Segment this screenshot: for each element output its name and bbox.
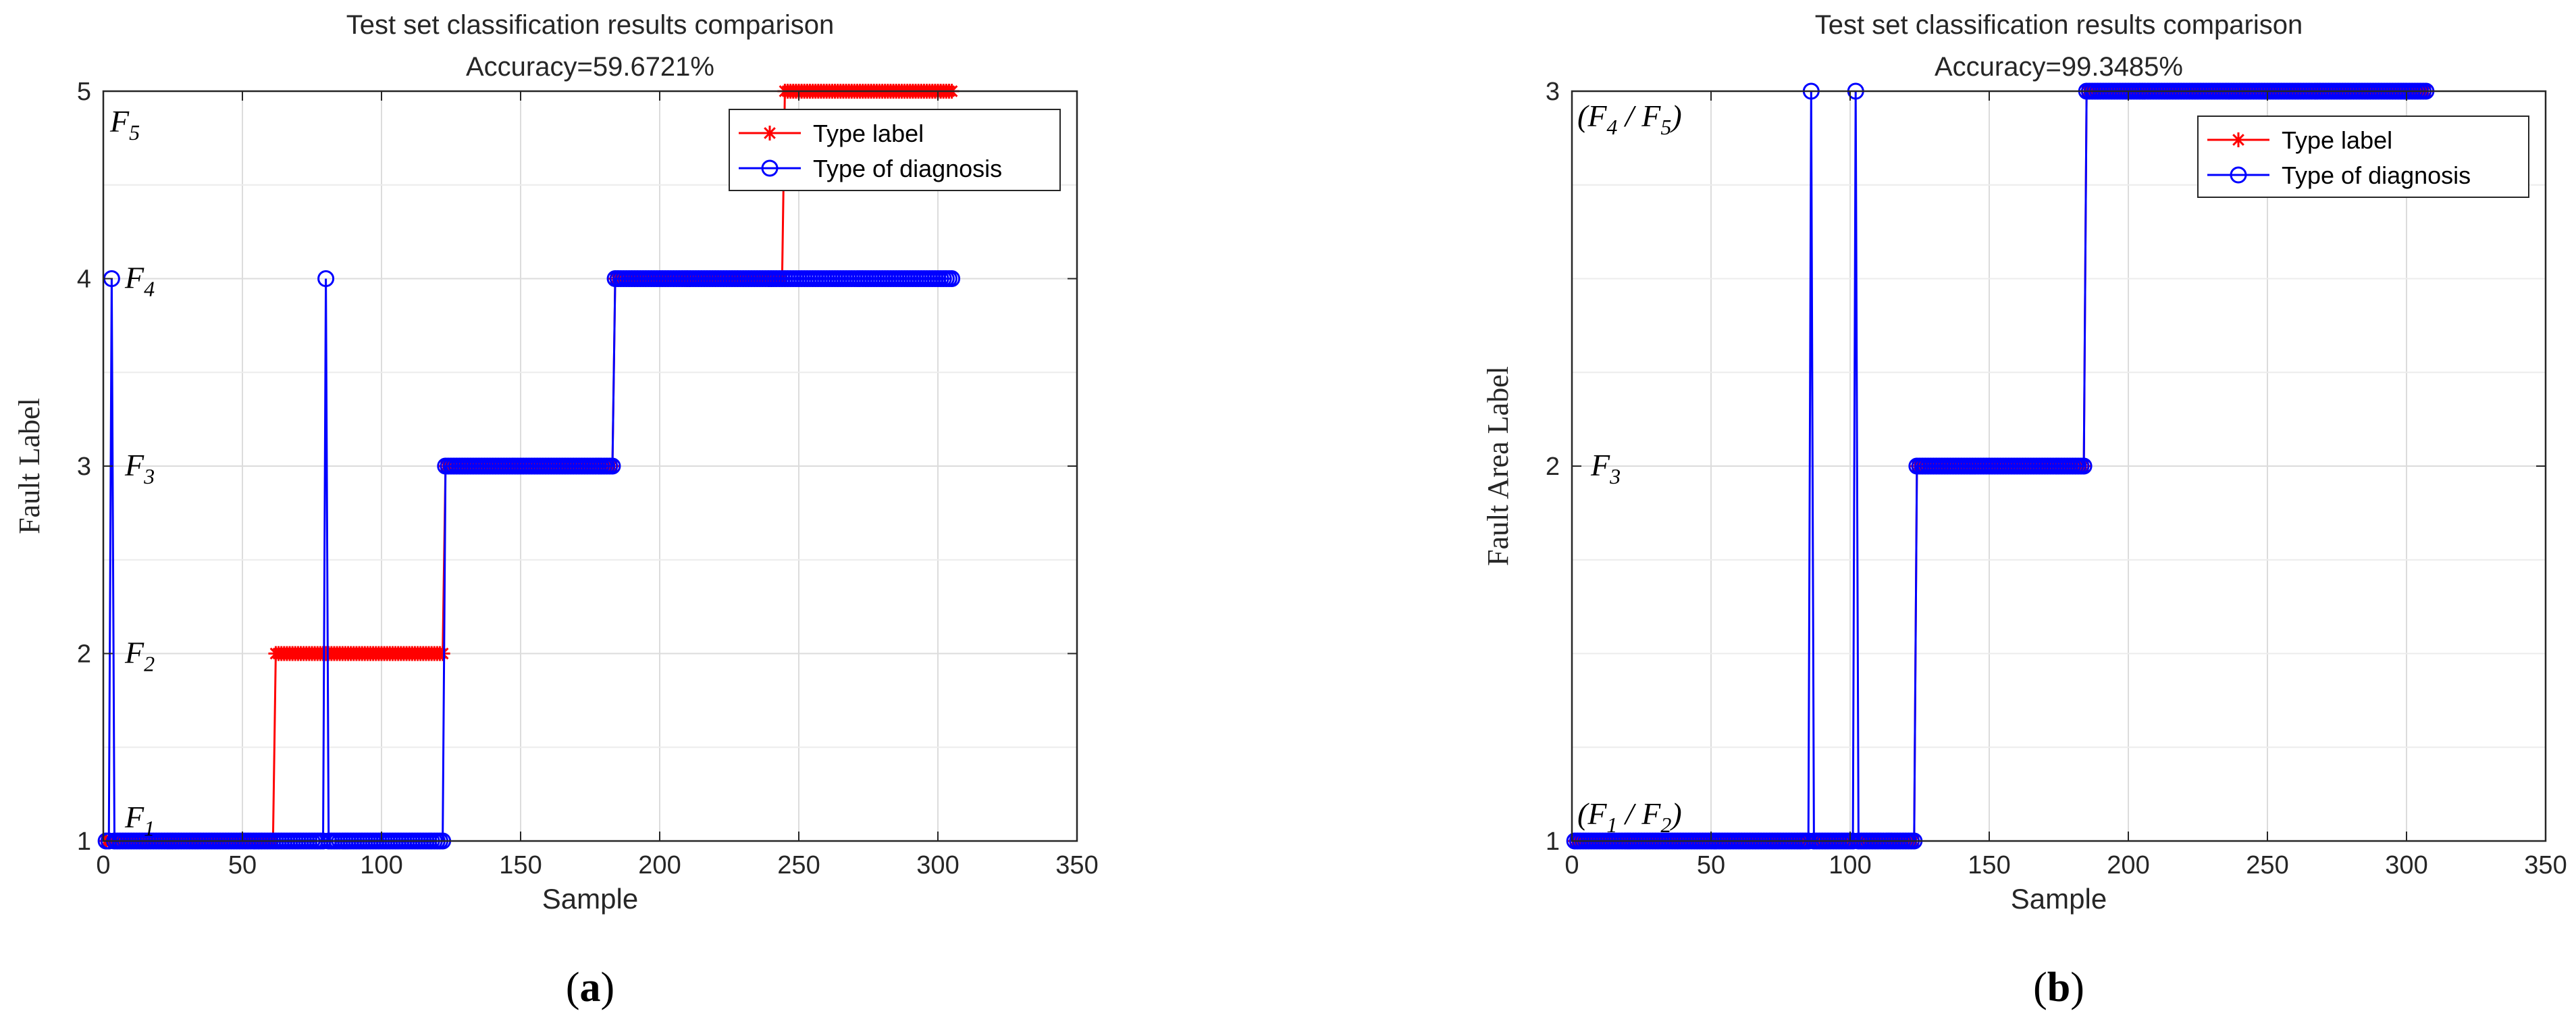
annotation-subscript: 5	[1660, 115, 1671, 139]
annotation-text: (F	[1577, 99, 1607, 133]
data-point	[604, 457, 621, 475]
x-tick-label: 100	[1829, 851, 1871, 879]
fault-annotation: F5	[109, 104, 140, 145]
fault-annotation: F1	[124, 800, 155, 840]
panel-label: (a)	[566, 965, 614, 1011]
legend-label: Type label	[813, 120, 924, 147]
x-tick-label: 350	[1055, 851, 1098, 879]
x-tick-label: 300	[916, 851, 959, 879]
annotation-text: )	[1669, 99, 1681, 133]
chart-subtitle: Accuracy=99.3485%	[1935, 52, 2183, 82]
y-tick-label: 3	[77, 453, 91, 481]
fault-annotation: F3	[124, 448, 155, 488]
annotation-text: F	[124, 800, 144, 834]
y-tick-label: 5	[77, 78, 91, 106]
y-tick-label: 3	[1546, 78, 1560, 106]
annotation-text: )	[1669, 796, 1681, 831]
x-tick-label: 0	[96, 851, 110, 879]
annotation-text: F	[124, 448, 144, 482]
annotation-text: (F	[1577, 796, 1607, 831]
y-tick-label: 2	[1546, 453, 1560, 481]
legend-marker	[2231, 132, 2246, 147]
legend-label: Type of diagnosis	[813, 155, 1002, 182]
annotation-subscript: 5	[129, 120, 140, 145]
x-tick-label: 300	[2385, 851, 2427, 879]
data-point	[435, 646, 450, 661]
annotation-text: / F	[1617, 99, 1661, 133]
x-tick-label: 350	[2524, 851, 2567, 879]
legend-marker	[762, 126, 777, 141]
x-axis-label: Sample	[542, 883, 638, 915]
y-tick-label: 2	[77, 640, 91, 669]
panel-paren: )	[2070, 965, 2084, 1011]
chart-title: Test set classification results comparis…	[346, 10, 835, 40]
y-tick-label: 1	[1546, 827, 1560, 856]
x-tick-label: 100	[360, 851, 402, 879]
annotation-text: F	[124, 636, 144, 670]
data-point	[317, 270, 335, 287]
x-tick-label: 200	[2107, 851, 2149, 879]
annotation-subscript: 4	[1606, 115, 1617, 139]
panel-letter: b	[2047, 965, 2070, 1011]
fault-annotation: F2	[124, 636, 155, 676]
panel-paren: )	[601, 965, 615, 1011]
legend: Type label Type of diagnosis	[729, 109, 1061, 191]
annotation-subscript: 1	[1606, 813, 1617, 837]
panel-paren: (	[566, 965, 580, 1011]
x-tick-label: 50	[1697, 851, 1725, 879]
annotation-text: F	[124, 261, 144, 295]
legend-marker	[2230, 166, 2247, 184]
chart-subtitle: Accuracy=59.6721%	[466, 52, 714, 82]
fault-annotation: F4	[124, 261, 155, 301]
panel-label: (b)	[2033, 965, 2084, 1011]
y-axis-label: Fault Label	[13, 398, 46, 534]
annotation-text: / F	[1617, 796, 1661, 831]
annotation-subscript: 3	[143, 464, 155, 488]
y-tick-label: 1	[77, 827, 91, 856]
fault-annotation: F3	[1590, 448, 1621, 488]
y-tick-label: 4	[77, 265, 91, 294]
chart-panel-b: 0 50 100 150 200 250 300 350 1 2 3 Test set classif…	[1481, 10, 2567, 1011]
fault-annotation: (F4 / F5)	[1577, 99, 1682, 139]
chart-title: Test set classification results comparis…	[1815, 10, 2303, 40]
legend-marker	[761, 159, 779, 177]
data-point	[943, 270, 961, 287]
x-tick-label: 150	[1968, 851, 2010, 879]
y-axis-label: Fault Area Label	[1481, 366, 1515, 566]
x-axis-label: Sample	[2011, 883, 2107, 915]
x-tick-label: 200	[638, 851, 681, 879]
annotation-subscript: 2	[1660, 813, 1671, 837]
annotation-subscript: 2	[144, 652, 155, 676]
x-tick-label: 250	[2246, 851, 2288, 879]
x-tick-label: 250	[777, 851, 820, 879]
panel-letter: a	[580, 965, 601, 1011]
x-tick-label: 150	[499, 851, 542, 879]
annotation-subscript: 3	[1609, 464, 1621, 488]
legend: Type label Type of diagnosis	[2197, 116, 2529, 198]
data-point	[2075, 457, 2093, 475]
x-tick-label: 0	[1565, 851, 1579, 879]
annotation-subscript: 1	[144, 816, 155, 840]
legend-label: Type label	[2282, 126, 2392, 154]
fault-annotation: (F1 / F2)	[1577, 796, 1682, 837]
x-tick-label: 50	[228, 851, 257, 879]
panel-paren: (	[2033, 965, 2047, 1011]
chart-panel-a: 0 50 100 150 200 250 300 350 1 2 3 4 5 Test set class…	[13, 10, 1099, 1011]
annotation-subscript: 4	[144, 277, 155, 301]
annotation-text: F	[109, 104, 130, 138]
legend-box	[2197, 116, 2529, 198]
annotation-text: F	[1590, 448, 1610, 482]
legend-box	[729, 109, 1061, 191]
legend-label: Type of diagnosis	[2282, 161, 2471, 189]
